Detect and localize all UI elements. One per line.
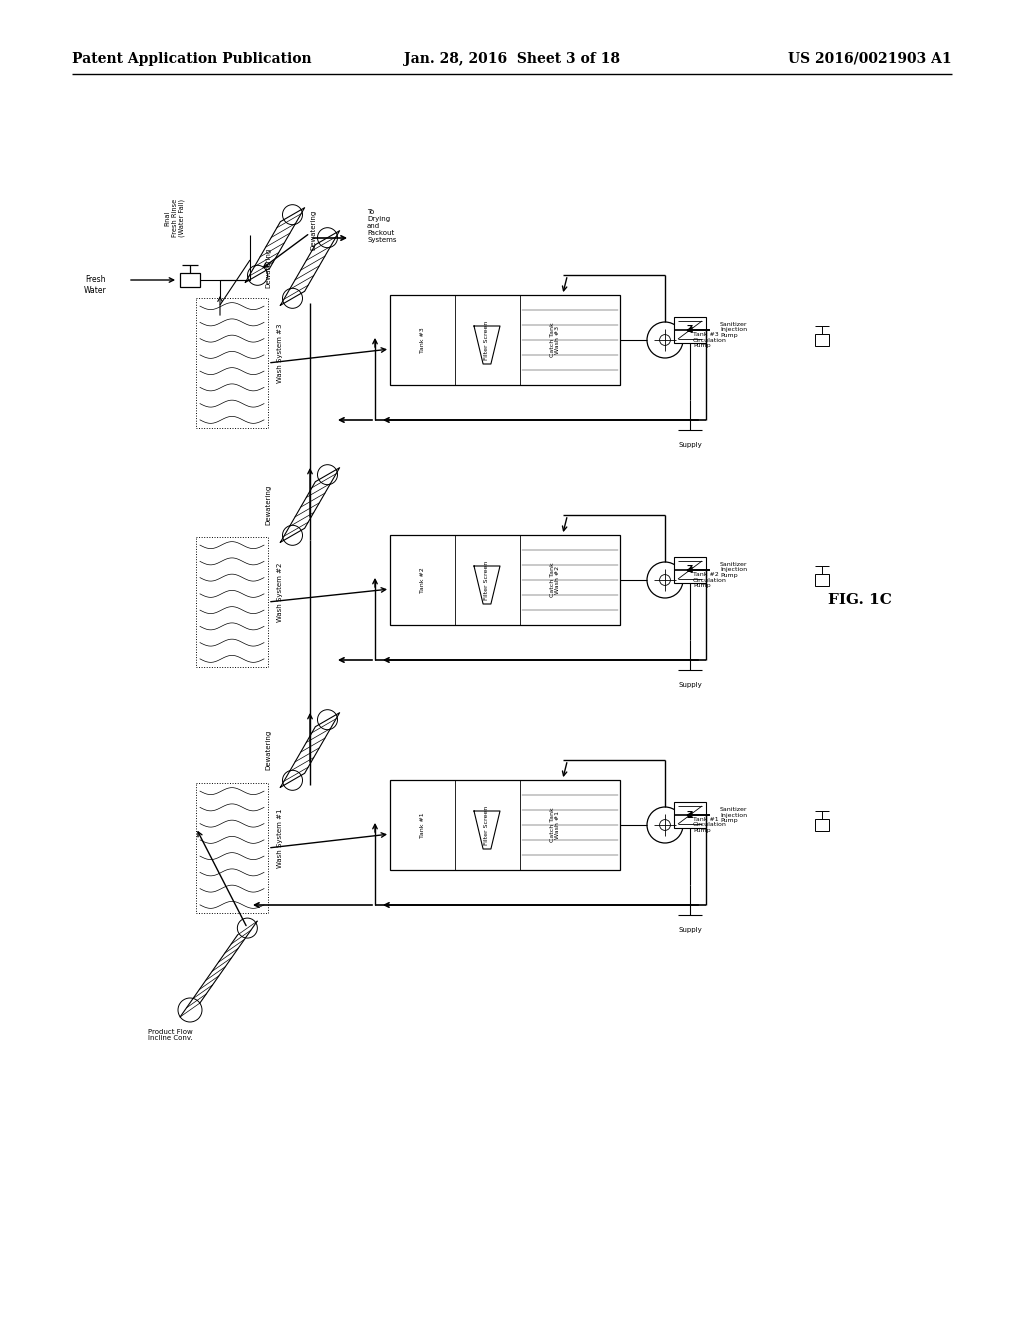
Bar	[815, 334, 829, 346]
Bar	[815, 574, 829, 586]
Text: Sanitizer
Injection
Pump: Sanitizer Injection Pump	[720, 807, 748, 824]
Text: Patent Application Publication: Patent Application Publication	[72, 51, 311, 66]
Text: To
Drying
and
Packout
Systems: To Drying and Packout Systems	[367, 209, 396, 243]
Circle shape	[283, 288, 302, 309]
Text: Catch Tank
Wash #3: Catch Tank Wash #3	[550, 322, 560, 358]
Circle shape	[283, 205, 302, 224]
Text: Dewatering: Dewatering	[310, 210, 316, 249]
Text: Z: Z	[687, 326, 693, 334]
Text: Dewatering: Dewatering	[265, 730, 271, 770]
Circle shape	[647, 322, 683, 358]
Text: Wash System #3: Wash System #3	[278, 323, 283, 383]
Bar	[196, 298, 268, 428]
Circle shape	[238, 919, 257, 939]
Circle shape	[317, 710, 338, 730]
Bar	[196, 537, 268, 667]
Text: Catch Tank
Wash #1: Catch Tank Wash #1	[550, 808, 560, 842]
Text: Dewatering: Dewatering	[265, 248, 271, 288]
Circle shape	[178, 998, 202, 1022]
Circle shape	[647, 807, 683, 843]
Text: Wash System #2: Wash System #2	[278, 562, 283, 622]
Circle shape	[659, 334, 671, 346]
Text: Supply: Supply	[678, 927, 701, 933]
Bar	[196, 783, 268, 913]
Circle shape	[317, 465, 338, 484]
Text: Supply: Supply	[678, 442, 701, 447]
Text: Tank #3
Circulation
Pump: Tank #3 Circulation Pump	[693, 331, 727, 348]
Text: Tank #1
Circulation
Pump: Tank #1 Circulation Pump	[693, 817, 727, 833]
Circle shape	[283, 525, 302, 545]
Text: Z: Z	[687, 565, 693, 574]
Circle shape	[659, 574, 671, 585]
Bar	[674, 557, 706, 583]
Bar	[390, 535, 620, 624]
Circle shape	[248, 265, 267, 285]
Text: Filter Screen: Filter Screen	[484, 561, 489, 599]
Text: Supply: Supply	[678, 682, 701, 688]
Bar	[180, 273, 200, 286]
Text: Tank #1: Tank #1	[420, 812, 425, 838]
Text: US 2016/0021903 A1: US 2016/0021903 A1	[788, 51, 952, 66]
Circle shape	[283, 771, 302, 791]
Text: Catch Tank
Wash #2: Catch Tank Wash #2	[550, 562, 560, 598]
Text: Z: Z	[687, 810, 693, 820]
Text: Product Flow
Incline Conv.: Product Flow Incline Conv.	[147, 1028, 193, 1041]
Bar	[815, 818, 829, 832]
Text: Dewatering: Dewatering	[265, 484, 271, 525]
Text: Sanitizer
Injection
Pump: Sanitizer Injection Pump	[720, 562, 748, 578]
Bar	[390, 294, 620, 385]
Text: Tank #3: Tank #3	[420, 327, 425, 352]
Text: Sanitizer
Injection
Pump: Sanitizer Injection Pump	[720, 322, 748, 338]
Text: Wash System #1: Wash System #1	[278, 808, 283, 867]
Bar	[674, 803, 706, 828]
Text: Filter Screen: Filter Screen	[484, 321, 489, 359]
Text: FIG. 1C: FIG. 1C	[828, 593, 892, 607]
Text: Fresh
Water: Fresh Water	[84, 276, 106, 294]
Circle shape	[647, 562, 683, 598]
Text: Tank #2
Circulation
Pump: Tank #2 Circulation Pump	[693, 572, 727, 589]
Text: Jan. 28, 2016  Sheet 3 of 18: Jan. 28, 2016 Sheet 3 of 18	[404, 51, 620, 66]
Bar	[674, 317, 706, 343]
Circle shape	[659, 820, 671, 830]
Circle shape	[317, 227, 338, 248]
Text: Final
Fresh Rinse
(Water Fall): Final Fresh Rinse (Water Fall)	[165, 199, 185, 238]
Text: Tank #2: Tank #2	[420, 568, 425, 593]
Bar	[390, 780, 620, 870]
Text: Filter Screen: Filter Screen	[484, 805, 489, 845]
